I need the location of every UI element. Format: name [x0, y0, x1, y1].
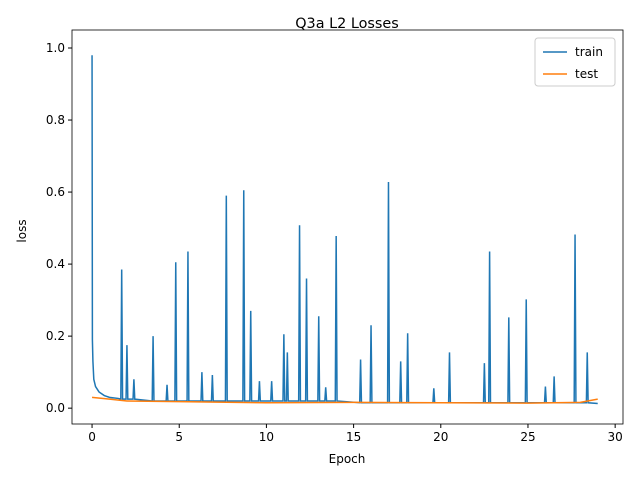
chart-title: Q3a L2 Losses	[295, 16, 399, 32]
series-line	[91, 55, 598, 405]
x-tick-label: 15	[346, 430, 361, 444]
x-tick-label: 0	[88, 430, 96, 444]
x-axis-label: Epoch	[329, 452, 366, 466]
x-tick-label: 30	[608, 430, 623, 444]
series-line	[91, 396, 598, 404]
x-tick-label: 10	[259, 430, 274, 444]
y-tick-label: 0.6	[46, 185, 65, 199]
y-axis-label: loss	[15, 219, 29, 242]
x-tick-label: 20	[433, 430, 448, 444]
y-tick-label: 0.8	[46, 113, 65, 127]
y-tick-label: 1.0	[46, 41, 65, 55]
x-tick-label: 5	[175, 430, 183, 444]
legend-label: test	[575, 67, 598, 81]
y-tick-label: 0.4	[46, 257, 65, 271]
x-tick-label: 25	[520, 430, 535, 444]
plot-frame	[71, 29, 624, 425]
legend-label: train	[575, 45, 603, 59]
y-tick-label: 0.0	[46, 401, 65, 415]
y-tick-label: 0.2	[46, 329, 65, 343]
